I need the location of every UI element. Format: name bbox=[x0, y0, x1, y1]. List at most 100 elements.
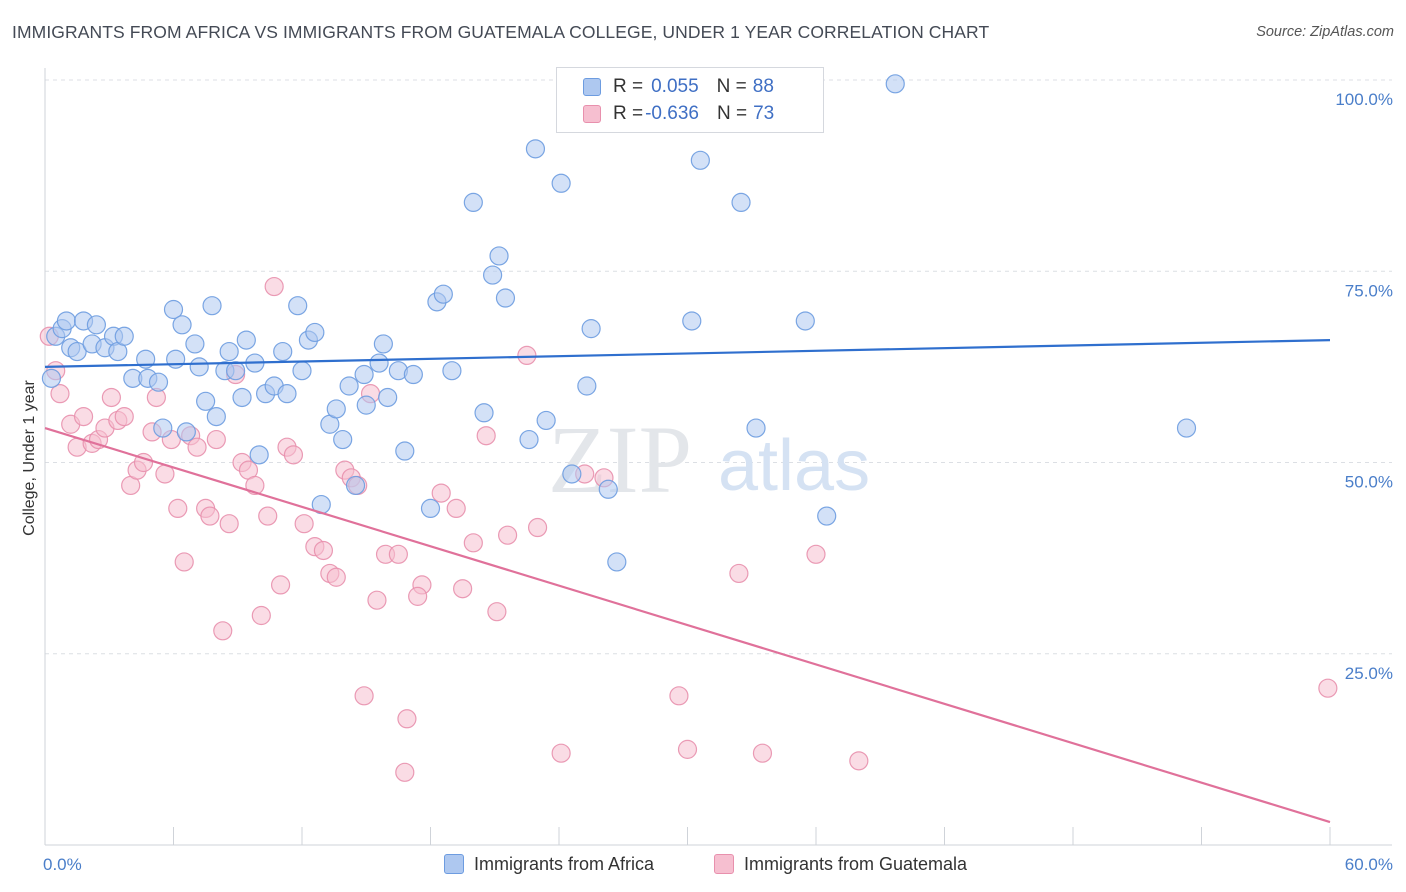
africa-point bbox=[442, 361, 462, 381]
africa-point bbox=[795, 311, 815, 331]
africa-point bbox=[288, 296, 308, 316]
guatemala-point bbox=[213, 621, 233, 641]
guatemala-point bbox=[168, 498, 188, 518]
correlation-legend: R = 0.055 N = 88 R = -0.636 N = 73 bbox=[556, 67, 824, 133]
y-tick-label: 75.0% bbox=[1345, 281, 1393, 300]
africa-point bbox=[333, 429, 353, 450]
africa-point bbox=[536, 410, 556, 431]
africa-point bbox=[273, 341, 293, 362]
africa-point bbox=[489, 246, 509, 266]
africa-point bbox=[373, 334, 393, 354]
y-tick-label: 50.0% bbox=[1345, 473, 1393, 492]
guatemala-point bbox=[219, 514, 239, 534]
africa-point bbox=[189, 357, 209, 377]
africa-point bbox=[292, 361, 312, 381]
guatemala-point bbox=[270, 575, 291, 595]
africa-point bbox=[41, 368, 62, 388]
guatemala-point bbox=[849, 751, 869, 771]
africa-point bbox=[885, 74, 905, 94]
legend-r-label: R = bbox=[613, 76, 644, 97]
guatemala-point bbox=[367, 590, 387, 610]
africa-point bbox=[403, 364, 423, 385]
africa-point bbox=[378, 387, 398, 408]
africa-point bbox=[163, 299, 184, 320]
guatemala-point bbox=[388, 544, 408, 564]
watermark: ZIP atlas bbox=[548, 406, 870, 513]
africa-point bbox=[463, 192, 483, 212]
trend-line-africa bbox=[44, 339, 1331, 368]
guatemala-point bbox=[446, 498, 466, 518]
africa-point bbox=[172, 315, 192, 335]
africa-point bbox=[354, 364, 374, 385]
africa-point bbox=[206, 407, 226, 427]
africa-point bbox=[339, 376, 359, 396]
legend-row-africa: R = 0.055 N = 88 bbox=[583, 74, 774, 100]
watermark-atlas: atlas bbox=[718, 426, 870, 506]
series-guatemala-points bbox=[39, 276, 1338, 782]
africa-point bbox=[474, 403, 494, 423]
africa-point bbox=[731, 192, 751, 212]
africa-point bbox=[148, 372, 169, 392]
y-tick-label: 25.0% bbox=[1345, 664, 1393, 683]
watermark-zip: ZIP bbox=[548, 406, 692, 513]
series-africa-points bbox=[41, 74, 1197, 572]
africa-point bbox=[420, 498, 441, 518]
bottom-legend-swatch-africa bbox=[444, 854, 464, 874]
africa-point bbox=[185, 334, 205, 354]
africa-point bbox=[67, 341, 87, 362]
africa-point bbox=[226, 361, 246, 381]
guatemala-point bbox=[283, 445, 304, 465]
guatemala-point bbox=[1318, 678, 1338, 698]
axes bbox=[44, 68, 1392, 846]
guatemala-point bbox=[806, 544, 826, 564]
legend-n-label: N = bbox=[716, 103, 748, 124]
guatemala-point bbox=[174, 552, 194, 572]
africa-point bbox=[495, 288, 516, 308]
africa-point bbox=[746, 418, 766, 438]
africa-point bbox=[326, 399, 346, 419]
africa-point bbox=[356, 395, 376, 415]
guatemala-point bbox=[50, 384, 70, 404]
guatemala-point bbox=[476, 426, 496, 446]
guatemala-point bbox=[200, 506, 220, 526]
trend-line-guatemala bbox=[44, 427, 1331, 824]
y-tick-label: 100.0% bbox=[1335, 90, 1393, 109]
guatemala-point bbox=[187, 437, 207, 457]
africa-point bbox=[682, 311, 702, 331]
africa-point bbox=[249, 445, 269, 465]
africa-point bbox=[817, 506, 837, 526]
legend-r-value: 0.055 bbox=[651, 76, 699, 97]
guatemala-point bbox=[498, 525, 518, 545]
guatemala-point bbox=[669, 686, 689, 706]
africa-point bbox=[236, 330, 256, 350]
legend-n-value: 73 bbox=[753, 103, 775, 124]
africa-point bbox=[369, 353, 389, 373]
x-tick-label: 0.0% bbox=[43, 855, 82, 874]
africa-point bbox=[219, 341, 239, 362]
bottom-legend-guatemala: Immigrants from Guatemala bbox=[714, 852, 967, 876]
bottom-legend-africa: Immigrants from Africa bbox=[444, 852, 654, 876]
africa-point bbox=[577, 376, 597, 396]
africa-point bbox=[562, 464, 582, 484]
guatemala-point bbox=[453, 579, 473, 599]
guatemala-point bbox=[527, 517, 548, 538]
africa-point bbox=[581, 319, 601, 339]
guatemala-point bbox=[258, 506, 278, 526]
guatemala-point bbox=[397, 709, 417, 729]
africa-point bbox=[277, 384, 297, 404]
source-label: Source: ZipAtlas.com bbox=[1256, 24, 1394, 40]
guatemala-point bbox=[251, 605, 271, 626]
africa-point bbox=[1176, 418, 1197, 438]
africa-point bbox=[519, 429, 539, 450]
africa-point bbox=[202, 296, 222, 316]
legend-row-guatemala: R = -0.636 N = 73 bbox=[583, 101, 774, 127]
africa-point bbox=[153, 418, 173, 438]
guatemala-point bbox=[408, 586, 428, 606]
guatemala-point bbox=[729, 563, 749, 584]
africa-point bbox=[114, 326, 134, 346]
guatemala-point bbox=[313, 540, 334, 561]
y-axis-label: College, Under 1 year bbox=[21, 380, 38, 536]
guatemala-point bbox=[395, 762, 415, 782]
chart-title: IMMIGRANTS FROM AFRICA VS IMMIGRANTS FRO… bbox=[12, 22, 990, 42]
